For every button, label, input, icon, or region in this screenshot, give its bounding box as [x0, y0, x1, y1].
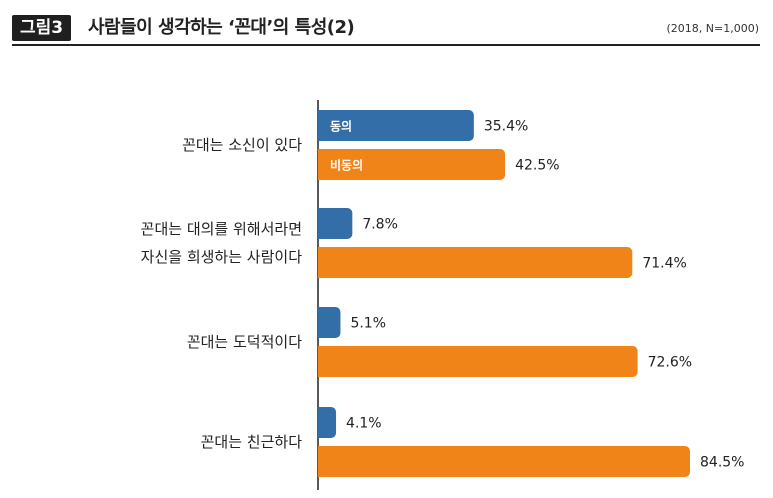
- bar-agree-edge: [318, 307, 324, 338]
- category-label-line: 꼰대는 도덕적이다: [187, 333, 302, 351]
- value-label-agree: 4.1%: [346, 416, 382, 432]
- category-label: 꼰대는 친근하다: [201, 433, 303, 451]
- sample-note: (2018, N=1,000): [666, 22, 759, 35]
- bar-disagree-edge: [318, 446, 324, 477]
- legend-agree: 동의: [330, 119, 352, 134]
- value-label-disagree: 42.5%: [515, 158, 559, 174]
- legend-disagree: 비동의: [330, 158, 363, 173]
- value-label-disagree: 84.5%: [700, 455, 744, 471]
- category-label-line: 꼰대는 소신이 있다: [182, 136, 302, 154]
- figure-badge: 그림3: [12, 15, 72, 41]
- bar-disagree-edge: [318, 149, 324, 180]
- category-label: 꼰대는 소신이 있다: [182, 136, 302, 154]
- bar-disagree-edge: [318, 346, 324, 377]
- value-label-disagree: 72.6%: [648, 355, 692, 371]
- header-divider: [12, 44, 760, 46]
- figure-title: 사람들이 생각하는 ‘꼰대’의 특성(2): [88, 17, 355, 38]
- bar-disagree: [318, 149, 506, 180]
- value-label-agree: 5.1%: [350, 316, 386, 332]
- value-label-disagree: 71.4%: [642, 256, 686, 272]
- value-label-agree: 7.8%: [362, 217, 398, 233]
- bar-disagree-edge: [318, 247, 324, 278]
- figure-header: 그림3 사람들이 생각하는 ‘꼰대’의 특성(2) (2018, N=1,000…: [0, 0, 773, 46]
- bar-agree-edge: [318, 208, 324, 239]
- category-label-line: 꼰대는 대의를 위해서라면: [141, 220, 302, 238]
- bar-agree-edge: [318, 407, 324, 438]
- category-label-line: 꼰대는 친근하다: [201, 433, 303, 451]
- bar-agree-edge: [318, 110, 324, 141]
- value-label-agree: 35.4%: [484, 119, 528, 135]
- bar-disagree: [318, 247, 633, 278]
- category-label-line: 자신을 희생하는 사람이다: [141, 248, 303, 266]
- category-label: 꼰대는 도덕적이다: [187, 333, 302, 351]
- bar-disagree: [318, 446, 690, 477]
- bar-agree: [318, 110, 474, 141]
- bar-agree: [318, 208, 353, 239]
- bar-disagree: [318, 346, 638, 377]
